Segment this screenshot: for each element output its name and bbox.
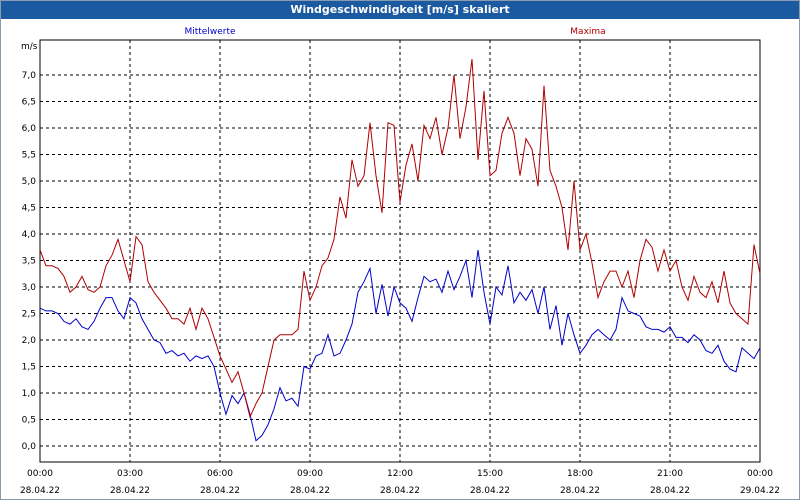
y-tick-label: 7,0 xyxy=(22,71,37,81)
x-tick-date-label: 28.04.22 xyxy=(20,486,60,496)
y-tick-label: 3,5 xyxy=(22,257,36,267)
y-tick-label: 5,5 xyxy=(22,151,36,161)
x-tick-date-label: 28.04.22 xyxy=(650,486,690,496)
legend-mittelwerte: Mittelwerte xyxy=(184,27,235,37)
x-tick-time-label: 15:00 xyxy=(477,469,503,479)
x-tick-time-label: 00:00 xyxy=(747,469,773,479)
x-tick-date-label: 28.04.22 xyxy=(290,486,330,496)
x-tick-date-label: 28.04.22 xyxy=(200,486,240,496)
x-tick-time-label: 21:00 xyxy=(657,469,683,479)
x-tick-time-label: 00:00 xyxy=(27,469,53,479)
y-tick-label: 6,0 xyxy=(22,124,37,134)
y-tick-label: 3,0 xyxy=(22,283,37,293)
series-line-maxima xyxy=(39,59,761,419)
x-tick-date-label: 28.04.22 xyxy=(470,486,510,496)
x-tick-time-label: 06:00 xyxy=(207,469,233,479)
legend-maxima: Maxima xyxy=(570,27,605,37)
x-tick-date-label: 28.04.22 xyxy=(110,486,150,496)
y-tick-label: 2,5 xyxy=(22,310,36,320)
x-tick-time-label: 18:00 xyxy=(567,469,593,479)
grid xyxy=(40,40,760,462)
y-axis-ticks: 0,0 0,5 1,0 1,5 2,0 2,5 3,0 3,5 4,0 4,5 5,0 5,5 6,0 6… xyxy=(22,71,37,452)
x-tick-date-label: 29.04.22 xyxy=(740,486,780,496)
y-tick-label: 1,5 xyxy=(22,363,36,373)
x-tick-date-label: 28.04.22 xyxy=(560,486,600,496)
series xyxy=(39,59,761,442)
chart-title: Windgeschwindigkeit [m/s] skaliert xyxy=(1,1,799,19)
y-tick-label: 0,5 xyxy=(22,416,36,426)
y-axis-unit-label: m/s xyxy=(21,42,38,52)
x-tick-date-label: 28.04.22 xyxy=(380,486,420,496)
series-line-mittelwerte xyxy=(39,249,761,442)
y-tick-label: 5,0 xyxy=(22,177,37,187)
y-tick-label: 4,5 xyxy=(22,204,36,214)
x-tick-time-label: 03:00 xyxy=(117,469,143,479)
y-tick-label: 1,0 xyxy=(22,389,37,399)
y-tick-label: 0,0 xyxy=(22,442,37,452)
y-tick-label: 6,5 xyxy=(22,98,36,108)
x-tick-time-label: 12:00 xyxy=(387,469,413,479)
x-axis-ticks: 00:00 28.04.22 03:00 28.04.22 06:00 28.04.22 0… xyxy=(20,469,780,496)
y-tick-label: 2,0 xyxy=(22,336,37,346)
x-tick-time-label: 09:00 xyxy=(297,469,323,479)
y-tick-label: 4,0 xyxy=(22,230,37,240)
